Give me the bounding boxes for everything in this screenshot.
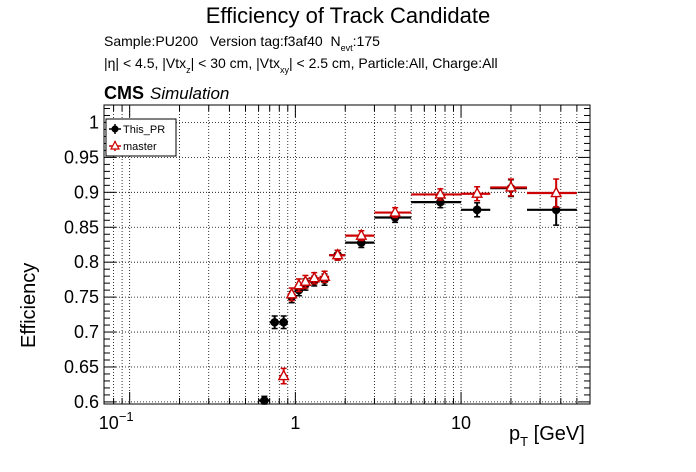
marker-circle [260,396,269,405]
data-point [461,202,491,218]
x-axis-label-sub: T [520,434,529,449]
marker-triangle [471,186,484,198]
cms-simulation: Simulation [150,84,230,103]
data-point [308,271,321,285]
data-point [461,185,491,202]
data-point [374,205,412,219]
x-axis-label: pT [GeV] [509,423,585,449]
cms-experiment: CMS [104,83,144,103]
cut-vtxz-vtxxy: | < 30 cm, |Vtx [190,55,280,71]
y-tick-label: 0.75 [64,287,99,307]
x-tick-label-exponent: −1 [119,409,134,424]
y-tick-label: 0.9 [74,182,99,202]
subtitle-cuts-line: |η| < 4.5, |Vtxz| < 30 cm, |Vtxxy| < 2.5… [104,55,498,75]
y-tick-label: 0.7 [74,322,99,342]
legend-marker [110,140,120,150]
x-tick-label-base: 10 [99,413,119,433]
nevt-label: N [330,33,341,49]
y-tick-label: 0.8 [74,252,99,272]
marker-triangle [504,180,517,192]
data-point [269,315,280,330]
legend-marker [111,125,119,133]
legend-item-this-pr: This_PR [109,124,165,136]
marker-triangle [299,274,312,286]
marker-triangle [277,369,290,381]
legend-box [105,118,177,157]
plot-frame [103,104,591,405]
series-master [277,178,577,385]
x-axis-label-unit: [GeV] [528,423,585,445]
marker-triangle [434,187,447,199]
data-point [258,395,270,405]
x-tick-label: 10 [451,413,471,433]
legend-label: master [123,141,157,153]
legend-label: This_PR [123,124,165,136]
data-point [490,178,527,197]
cms-label: CMS Simulation [104,83,229,104]
x-axis-label-main: p [509,423,521,445]
data-point [285,287,298,302]
marker-circle [279,317,288,327]
x-tick-label: 10−1 [99,409,134,433]
cut-eta-vtxz: |η| < 4.5, |Vtx [104,55,187,71]
subtitle-sample-line: Sample:PU200 Version tag:f3af40 Nevt:175 [104,33,380,53]
marker-triangle [389,205,402,217]
data-point [299,274,312,289]
data-point [526,178,577,208]
y-tick-label: 1 [89,112,99,132]
y-tick-label: 0.85 [64,217,99,237]
nevt-value: :175 [352,33,380,49]
marker-triangle [550,186,563,198]
sample-text: Sample:PU200 [104,33,199,49]
marker-triangle [331,248,344,260]
data-point [329,248,346,261]
marker-circle [270,317,279,327]
y-tick-label: 0.95 [64,147,99,167]
marker-triangle [308,271,321,283]
legend-item-master: master [109,140,157,153]
marker-triangle [355,228,368,240]
chart-title: Efficiency of Track Candidate [205,3,491,28]
data-point [411,187,462,201]
marker-triangle [285,287,298,299]
marker-triangle [318,269,331,282]
cut-sub-z: z [186,65,191,75]
data-point [318,269,331,284]
y-tick-label: 0.6 [74,392,99,412]
nevt-sub: evt [340,43,353,53]
marker-circle [472,205,482,215]
data-point [345,228,375,242]
data-point [279,315,288,330]
y-tick-label: 0.65 [64,357,99,377]
cut-sub-xy: xy [279,65,289,75]
x-tick-label: 1 [290,413,300,433]
version-text: Version tag:f3af40 [209,33,323,49]
data-point [277,367,290,385]
cut-rest: | < 2.5 cm, Particle:All, Charge:All [288,55,498,71]
